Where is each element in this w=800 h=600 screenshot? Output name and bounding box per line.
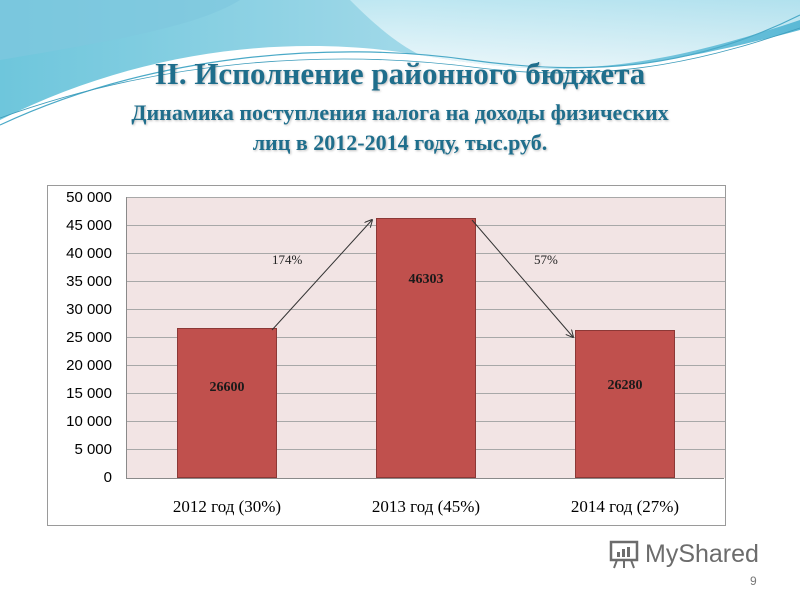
x-axis-line: [126, 478, 724, 479]
page-number: 9: [750, 574, 757, 588]
annotation-174: 174%: [272, 252, 303, 267]
presentation-board-icon: [609, 540, 639, 569]
bar-2013: [376, 218, 476, 478]
slide-subtitle: Динамика поступления налога на доходы фи…: [0, 98, 800, 158]
gridline: [127, 197, 725, 198]
y-tick-label: 35 000: [66, 273, 112, 290]
y-tick-label: 45 000: [66, 217, 112, 234]
y-tick-label: 10 000: [66, 413, 112, 430]
x-label-2012: 2012 год (30%): [172, 497, 282, 516]
myshared-watermark: MyShared: [607, 537, 759, 571]
subtitle-line-2: лиц в 2012-2014 году, тыс.руб.: [252, 130, 548, 155]
data-label-2013: 46303: [408, 272, 444, 287]
y-tick-label: 20 000: [66, 357, 112, 374]
decorative-wave-background: [0, 0, 800, 126]
y-tick-label: 50 000: [66, 189, 112, 206]
slide-title: II. Исполнение районного бюджета: [154, 56, 646, 91]
bar-2012: [177, 328, 277, 478]
y-tick-label: 0: [103, 469, 112, 486]
subtitle-line-1: Динамика поступления налога на доходы фи…: [131, 100, 669, 125]
x-label-2014: 2014 год (27%): [570, 497, 680, 516]
y-tick-label: 40 000: [66, 245, 112, 262]
y-tick-label: 25 000: [66, 329, 112, 346]
x-label-2013: 2013 год (45%): [371, 497, 481, 516]
annotation-57: 57%: [534, 252, 558, 267]
y-tick-label: 15 000: [66, 385, 112, 402]
y-tick-label: 30 000: [66, 301, 112, 318]
data-label-2014: 26280: [607, 378, 643, 393]
watermark-text: MyShared: [645, 539, 759, 568]
data-label-2012: 26600: [209, 380, 245, 395]
bar-2014: [575, 330, 675, 478]
y-tick-label: 5 000: [74, 441, 112, 458]
